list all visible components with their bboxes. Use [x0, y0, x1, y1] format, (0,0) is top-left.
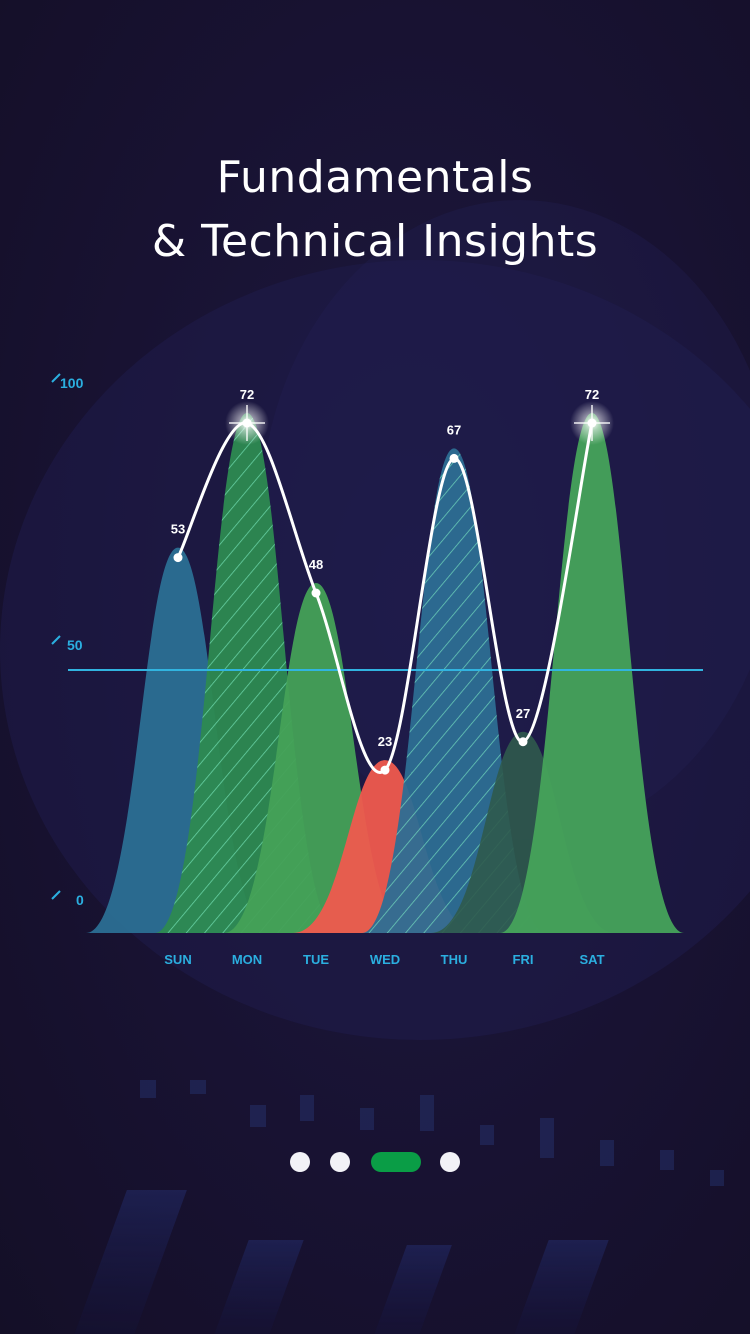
y-tick-label: 50	[67, 637, 83, 653]
y-tick-label: 100	[60, 375, 84, 391]
data-point	[242, 418, 252, 428]
category-label-tue: TUE	[303, 952, 329, 967]
background-candles	[74, 1080, 724, 1334]
data-point	[380, 765, 390, 775]
y-tick-mark	[51, 373, 61, 383]
value-label-fri: 27	[516, 706, 530, 721]
data-point	[587, 418, 597, 428]
category-label-thu: THU	[441, 952, 468, 967]
y-tick-mark	[51, 890, 61, 900]
data-point	[311, 588, 321, 598]
value-label-tue: 48	[309, 557, 323, 572]
page-dot-active[interactable]	[371, 1152, 421, 1172]
page-title-line2: & Technical Insights	[151, 216, 599, 267]
data-point	[518, 737, 528, 747]
category-label-wed: WED	[370, 952, 400, 967]
y-tick-label: 0	[76, 892, 84, 908]
value-label-thu: 67	[447, 422, 461, 437]
value-label-sat: 72	[585, 387, 599, 402]
area-sat	[500, 413, 684, 933]
data-point	[173, 553, 183, 563]
data-point	[449, 453, 459, 463]
y-tick-50: 50	[51, 635, 83, 653]
y-tick-0: 0	[51, 890, 84, 908]
category-label-sun: SUN	[164, 952, 191, 967]
page-indicator	[0, 1150, 750, 1174]
value-label-wed: 23	[378, 734, 392, 749]
category-label-mon: MON	[232, 952, 262, 967]
value-label-sun: 53	[171, 522, 185, 537]
page-dot[interactable]	[290, 1152, 310, 1172]
category-label-fri: FRI	[513, 952, 534, 967]
category-label-sat: SAT	[579, 952, 604, 967]
page-title-line1: Fundamentals	[216, 152, 534, 203]
page-dot[interactable]	[330, 1152, 350, 1172]
page-dot[interactable]	[440, 1152, 460, 1172]
value-label-mon: 72	[240, 387, 254, 402]
y-tick-100: 100	[51, 373, 84, 391]
y-tick-mark	[51, 635, 61, 645]
